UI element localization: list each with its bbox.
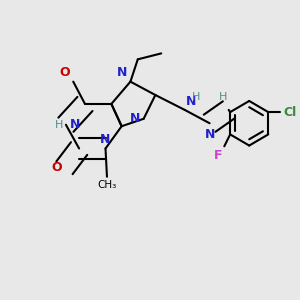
Text: H: H xyxy=(55,120,63,130)
Text: Cl: Cl xyxy=(283,106,296,118)
Text: N: N xyxy=(100,133,111,146)
Text: H: H xyxy=(192,92,200,102)
Text: N: N xyxy=(130,112,141,125)
Text: O: O xyxy=(51,161,62,174)
Text: N: N xyxy=(70,118,81,131)
Text: H: H xyxy=(219,92,227,102)
Text: N: N xyxy=(204,128,215,141)
Text: O: O xyxy=(60,66,70,79)
Text: N: N xyxy=(117,66,128,79)
Text: CH₃: CH₃ xyxy=(97,180,117,190)
Text: N: N xyxy=(186,95,197,108)
Text: F: F xyxy=(214,149,223,162)
